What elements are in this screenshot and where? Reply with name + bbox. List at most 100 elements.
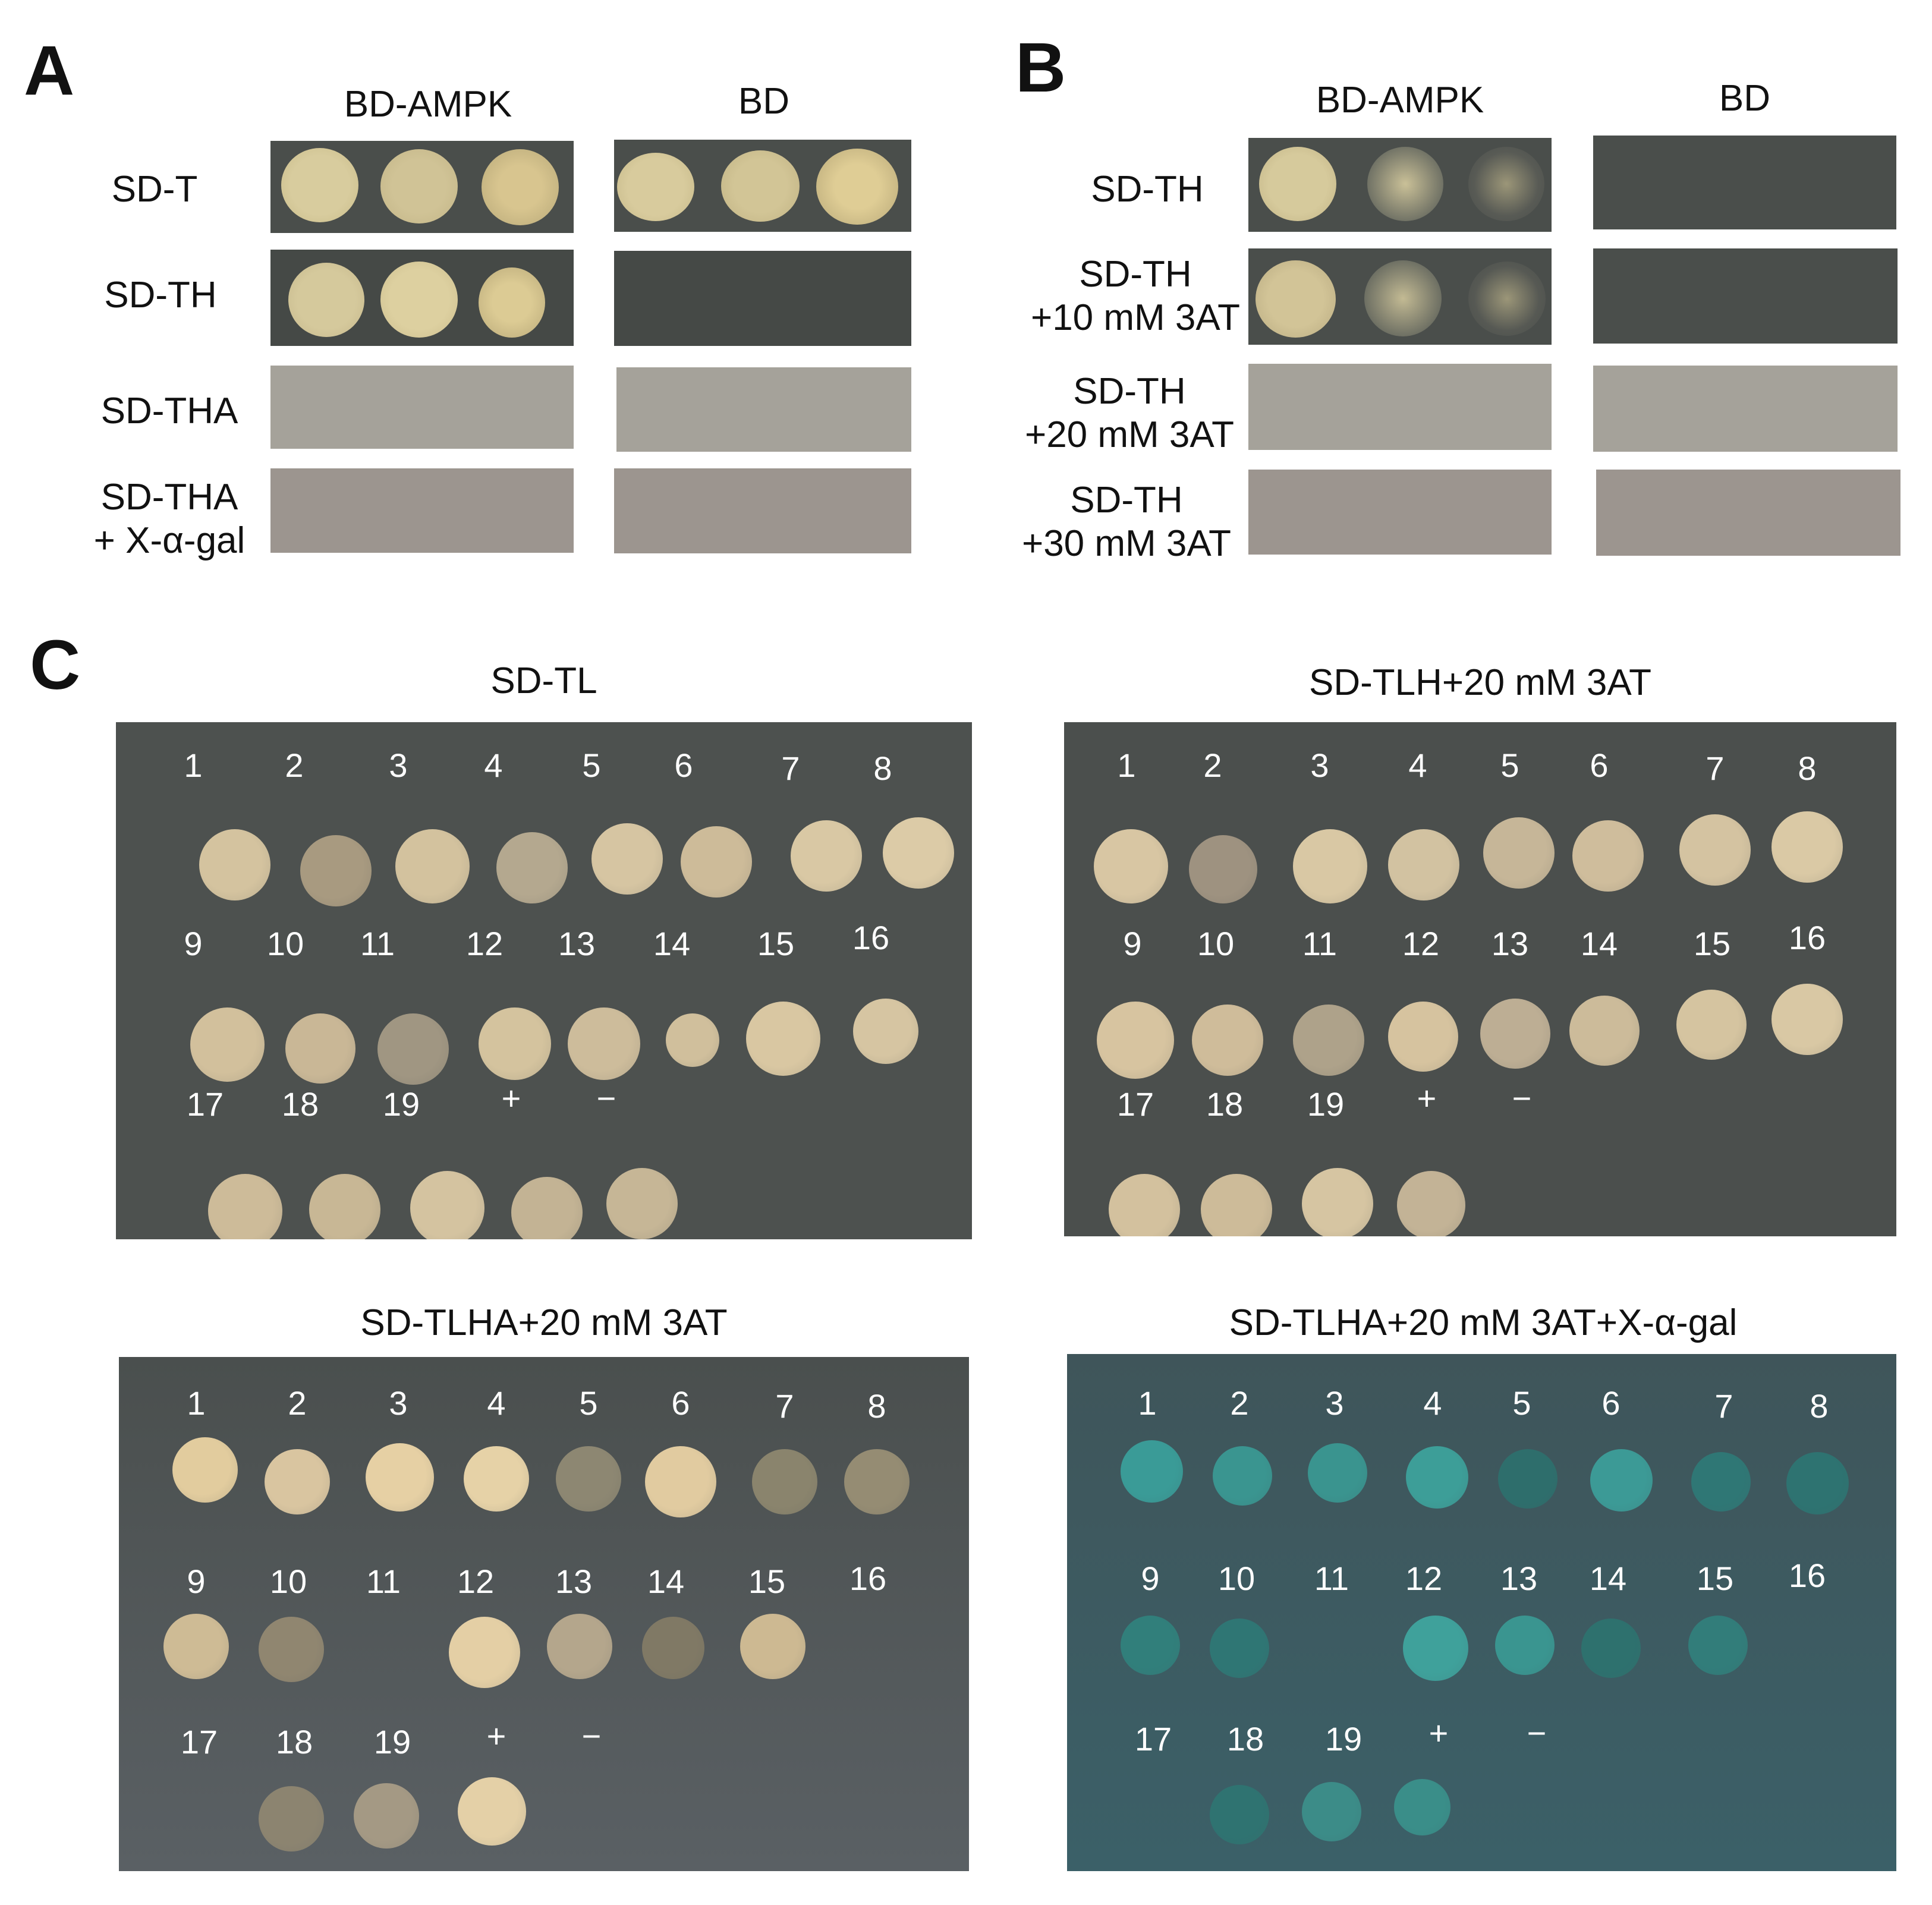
plate-sd-tlha: 1 2 3 4 5 6 7 8 9 10 11 12 13 14 15 16 17 18 19 + − <box>119 1357 969 1871</box>
colony-spot <box>681 826 752 898</box>
strip-a-bd-ampk-sd-tha <box>270 366 574 449</box>
colony-spot <box>1569 996 1640 1066</box>
spot-label: 5 <box>1512 1384 1531 1422</box>
row-label-b-10mm: SD-TH +10 mM 3AT <box>1030 254 1241 339</box>
colony-spot <box>172 1437 238 1503</box>
spot-label: 19 <box>382 1085 420 1123</box>
spot-label: 9 <box>1141 1560 1160 1597</box>
spot-label: 9 <box>184 925 203 962</box>
colony-spot <box>377 1013 449 1085</box>
colony-spot <box>1394 1779 1450 1835</box>
colony-spot <box>1201 1174 1272 1236</box>
row-label-sd-t: SD-T <box>111 169 198 210</box>
spot-label: 12 <box>1402 925 1440 962</box>
spot-label: 16 <box>852 919 890 956</box>
strip-a-bd-ampk-sd-tha-xgal <box>270 468 574 553</box>
spot-label: 15 <box>1693 925 1731 962</box>
spot-label: 17 <box>180 1723 218 1761</box>
column-header-bd-ampk: BD-AMPK <box>344 84 512 125</box>
colony-spot <box>1192 1005 1263 1076</box>
colony-spot <box>1308 1443 1367 1503</box>
strip-a-bd-sd-t <box>614 140 911 232</box>
colony-spot <box>1189 835 1257 903</box>
colony-spot <box>1097 1002 1174 1079</box>
colony-spot <box>1406 1446 1468 1509</box>
colony-spot <box>1786 1452 1849 1514</box>
strip-b-bd-sd-th <box>1593 136 1896 229</box>
panel-letter-b: B <box>1015 29 1066 107</box>
spot-label: 19 <box>1324 1720 1363 1758</box>
strip-b-bd-30mm <box>1596 470 1900 556</box>
spot-label: 14 <box>653 925 691 962</box>
spot-label: 15 <box>748 1563 786 1600</box>
colony-spot <box>1771 984 1843 1055</box>
spot-label: 1 <box>1138 1384 1157 1422</box>
spot-label: 6 <box>1601 1384 1621 1422</box>
strip-b-bd-ampk-20mm <box>1248 364 1552 450</box>
colony-spot <box>1293 829 1367 903</box>
colony-spot <box>853 999 918 1064</box>
spot-label: 17 <box>1134 1720 1172 1758</box>
spot-label: 17 <box>186 1085 224 1123</box>
strip-b-bd-ampk-sd-th <box>1248 138 1552 232</box>
row-label-sd-th: SD-TH <box>104 275 217 316</box>
strip-a-bd-sd-tha <box>616 367 911 452</box>
spot-label: + <box>486 1717 506 1755</box>
colony-spot <box>642 1617 704 1679</box>
colony-spot <box>1213 1446 1272 1506</box>
colony-spot <box>1388 829 1459 900</box>
colony-spot <box>1771 811 1843 883</box>
spot-label: 12 <box>1405 1560 1443 1597</box>
colony-spot <box>791 820 862 892</box>
colony-spot <box>309 1174 380 1239</box>
row-label-sd-tha: SD-THA <box>100 391 238 432</box>
spot-label: 14 <box>1589 1560 1627 1597</box>
colony-spot <box>395 829 470 903</box>
colony-spot <box>354 1783 419 1849</box>
spot-label: 10 <box>266 925 304 962</box>
colony-spot <box>1094 829 1168 903</box>
colony-spot <box>449 1617 520 1688</box>
spot-label: 19 <box>1307 1085 1345 1123</box>
spot-label: 2 <box>1203 747 1222 784</box>
colony-spot <box>1688 1616 1748 1675</box>
spot-label: − <box>1527 1714 1547 1752</box>
colony-spot <box>259 1786 324 1852</box>
colony-spot <box>259 1617 324 1682</box>
strip-b-bd-10mm <box>1593 248 1898 344</box>
spot-label: 1 <box>1117 747 1136 784</box>
plate-sd-tlh: 1 2 3 4 5 6 7 8 9 10 11 12 13 14 15 16 17 18 19 + − <box>1064 722 1896 1236</box>
colony-spot <box>458 1777 526 1846</box>
colony-spot <box>199 829 270 900</box>
strip-b-bd-ampk-10mm <box>1248 248 1552 345</box>
colony-spot <box>511 1177 583 1239</box>
spot-label: + <box>501 1079 521 1117</box>
colony-spot <box>1109 1174 1180 1236</box>
spot-label: 10 <box>269 1563 307 1600</box>
colony-spot <box>645 1446 716 1517</box>
spot-label: + <box>1428 1714 1449 1752</box>
colony-spot <box>746 1002 820 1076</box>
spot-label: 12 <box>457 1563 495 1600</box>
colony-spot <box>1480 999 1550 1069</box>
spot-label: 8 <box>867 1387 886 1425</box>
spot-label: 1 <box>187 1384 206 1422</box>
spot-label: 10 <box>1217 1560 1256 1597</box>
colony-spot <box>1498 1449 1557 1509</box>
spot-label: 8 <box>1810 1387 1829 1425</box>
colony-spot <box>1210 1619 1269 1678</box>
colony-spot <box>568 1007 640 1080</box>
spot-label: 11 <box>1314 1560 1349 1597</box>
strip-a-bd-ampk-sd-t <box>270 141 574 233</box>
spot-label: 6 <box>1590 747 1609 784</box>
spot-label: 19 <box>373 1723 411 1761</box>
colony-spot <box>1210 1785 1269 1844</box>
spot-label: 16 <box>849 1560 887 1597</box>
row-label-sd-tha-xgal: SD-THA + X-α-gal <box>93 477 246 562</box>
colony-spot <box>496 832 568 903</box>
colony-spot <box>300 835 372 906</box>
spot-label: 13 <box>558 925 596 962</box>
spot-label: 2 <box>288 1384 307 1422</box>
spot-label: 11 <box>360 925 395 962</box>
spot-label: 3 <box>389 747 408 784</box>
